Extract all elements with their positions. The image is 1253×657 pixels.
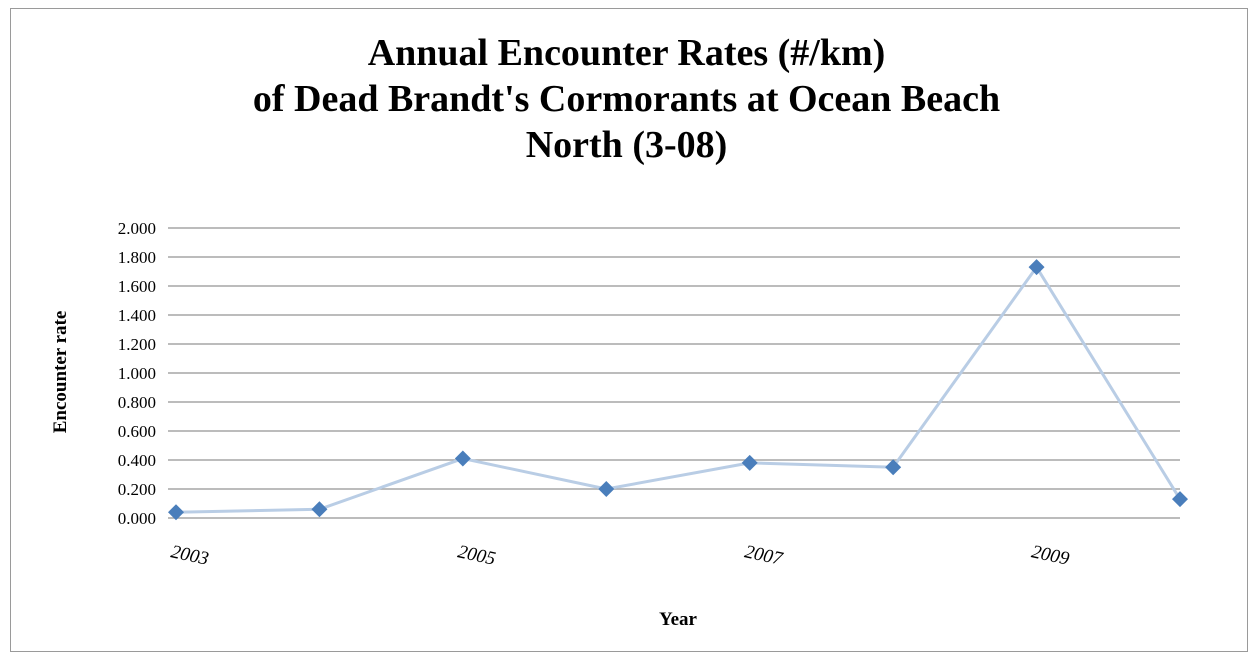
data-point-marker <box>311 501 328 518</box>
data-point-marker <box>598 481 615 497</box>
y-axis-tick-labels: 0.000 0.200 0.400 0.600 0.800 1.000 1.200 1.400… <box>118 219 156 528</box>
chart-frame <box>10 8 1248 652</box>
gridlines <box>168 227 1180 519</box>
y-tick-label: 0.800 <box>118 393 156 412</box>
data-point-marker <box>741 454 758 471</box>
x-tick-label: 2007 <box>743 541 786 570</box>
data-point-marker <box>1172 491 1188 508</box>
series-line <box>175 265 1182 514</box>
y-tick-label: 2.000 <box>118 219 156 238</box>
chart-title-line-1: Annual Encounter Rates (#/km) <box>367 32 886 74</box>
y-tick-label: 0.600 <box>118 422 156 441</box>
x-tick-label: 2009 <box>1030 541 1072 570</box>
data-point-marker <box>454 450 471 467</box>
y-tick-label: 0.200 <box>118 480 156 499</box>
y-tick-label: 1.800 <box>118 248 156 267</box>
x-tick-label: 2003 <box>169 541 211 569</box>
chart-title-line-2: of Dead Brandt's Cormorants at Ocean Bea… <box>252 78 1001 120</box>
y-axis-title: Encounter rate <box>50 311 71 434</box>
x-tick-label: 2005 <box>456 541 498 569</box>
y-tick-label: 0.000 <box>118 509 156 528</box>
data-point-marker <box>885 459 902 476</box>
y-tick-label: 1.200 <box>118 335 156 354</box>
y-tick-label: 0.400 <box>118 451 156 470</box>
y-tick-label: 1.400 <box>118 306 156 325</box>
chart-title-line-3: North (3-08) <box>525 124 728 166</box>
data-point-marker <box>1028 259 1045 276</box>
y-tick-label: 1.600 <box>118 277 156 296</box>
data-point-marker <box>168 504 184 521</box>
y-tick-label: 1.000 <box>118 364 156 383</box>
x-axis-tick-labels: 2003 2005 2007 2009 <box>169 541 1072 570</box>
series-encounter-rate <box>168 259 1188 521</box>
x-axis-title: Year <box>659 609 698 630</box>
chart-title: Annual Encounter Rates (#/km) of Dead Br… <box>0 30 1253 168</box>
